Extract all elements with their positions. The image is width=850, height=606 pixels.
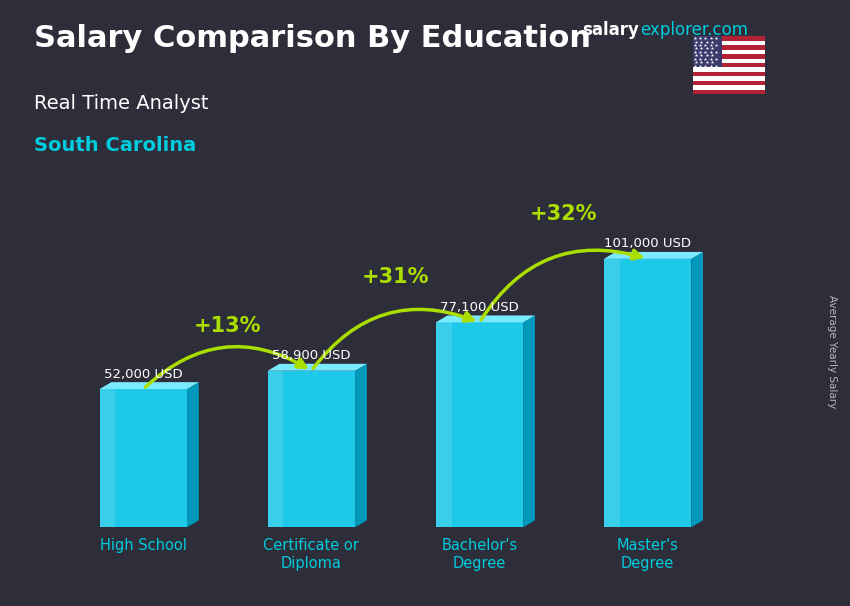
Bar: [693, 72, 765, 76]
Bar: [693, 76, 765, 81]
Bar: [693, 36, 722, 67]
Text: South Carolina: South Carolina: [34, 136, 196, 155]
Bar: [693, 85, 765, 90]
Text: Real Time Analyst: Real Time Analyst: [34, 94, 208, 113]
Bar: [268, 371, 355, 527]
Bar: [693, 54, 765, 59]
Bar: [99, 389, 116, 527]
Text: +13%: +13%: [194, 316, 261, 336]
Bar: [693, 36, 765, 41]
Polygon shape: [187, 382, 199, 527]
Bar: [436, 322, 524, 527]
Polygon shape: [604, 252, 703, 259]
Bar: [693, 63, 765, 67]
Bar: [693, 81, 765, 85]
Text: 58,900 USD: 58,900 USD: [272, 349, 351, 362]
FancyArrowPatch shape: [481, 250, 641, 320]
Text: Average Yearly Salary: Average Yearly Salary: [827, 295, 837, 408]
Bar: [99, 389, 187, 527]
Polygon shape: [436, 316, 535, 322]
Polygon shape: [691, 252, 703, 527]
Bar: [693, 45, 765, 50]
Polygon shape: [268, 364, 367, 371]
Text: 77,100 USD: 77,100 USD: [440, 301, 518, 314]
Text: explorer.com: explorer.com: [640, 21, 748, 39]
Bar: [604, 259, 691, 527]
Text: Salary Comparison By Education: Salary Comparison By Education: [34, 24, 591, 53]
Bar: [693, 90, 765, 94]
Bar: [268, 371, 283, 527]
FancyArrowPatch shape: [313, 310, 473, 368]
Polygon shape: [524, 316, 535, 527]
Text: 101,000 USD: 101,000 USD: [604, 238, 691, 250]
Text: +32%: +32%: [530, 204, 598, 224]
Polygon shape: [99, 382, 199, 389]
Bar: [436, 322, 451, 527]
Polygon shape: [355, 364, 367, 527]
Bar: [693, 59, 765, 63]
Bar: [693, 50, 765, 54]
FancyArrowPatch shape: [145, 347, 306, 387]
Text: +31%: +31%: [362, 267, 429, 287]
Text: salary: salary: [582, 21, 639, 39]
Bar: [693, 67, 765, 72]
Bar: [693, 41, 765, 45]
Text: 52,000 USD: 52,000 USD: [104, 368, 183, 381]
Bar: [604, 259, 620, 527]
